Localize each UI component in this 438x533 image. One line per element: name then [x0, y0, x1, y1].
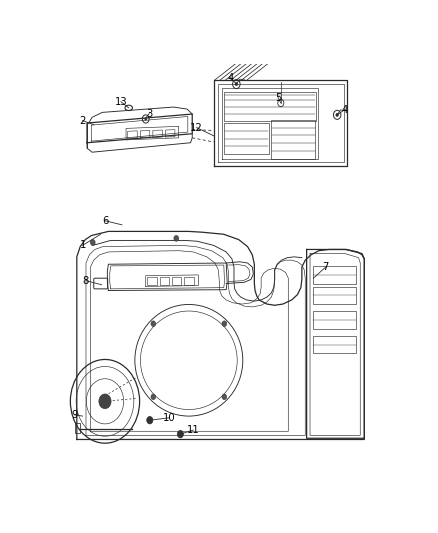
Bar	[224, 92, 316, 120]
Bar	[184, 277, 194, 285]
Circle shape	[222, 321, 227, 327]
Text: 9: 9	[71, 410, 78, 420]
Bar	[224, 124, 268, 154]
Circle shape	[174, 236, 179, 241]
Circle shape	[336, 113, 339, 117]
Bar	[74, 423, 80, 433]
Circle shape	[222, 394, 227, 400]
Text: 5: 5	[275, 93, 281, 103]
Bar	[159, 277, 169, 285]
Text: 8: 8	[83, 276, 89, 286]
Circle shape	[147, 416, 153, 424]
Bar	[172, 277, 181, 285]
Circle shape	[151, 321, 155, 327]
Circle shape	[99, 394, 111, 409]
Bar	[271, 120, 315, 159]
Text: 10: 10	[163, 413, 176, 423]
Bar	[148, 277, 157, 285]
Text: 3: 3	[146, 109, 152, 119]
Circle shape	[235, 83, 238, 86]
Circle shape	[151, 394, 155, 400]
Text: 4: 4	[227, 72, 234, 83]
Text: 2: 2	[79, 116, 86, 126]
Text: 7: 7	[322, 262, 329, 272]
Text: 12: 12	[190, 123, 203, 133]
Circle shape	[90, 240, 95, 245]
Polygon shape	[77, 231, 364, 440]
Bar	[313, 266, 356, 284]
Text: 1: 1	[79, 240, 86, 251]
Bar	[313, 311, 356, 329]
Text: 4: 4	[342, 104, 348, 115]
Circle shape	[145, 118, 147, 120]
Text: 13: 13	[115, 96, 127, 107]
Bar	[313, 287, 356, 304]
Bar	[313, 336, 356, 353]
Text: 6: 6	[102, 216, 108, 226]
Text: 11: 11	[187, 425, 200, 435]
Circle shape	[177, 431, 184, 438]
